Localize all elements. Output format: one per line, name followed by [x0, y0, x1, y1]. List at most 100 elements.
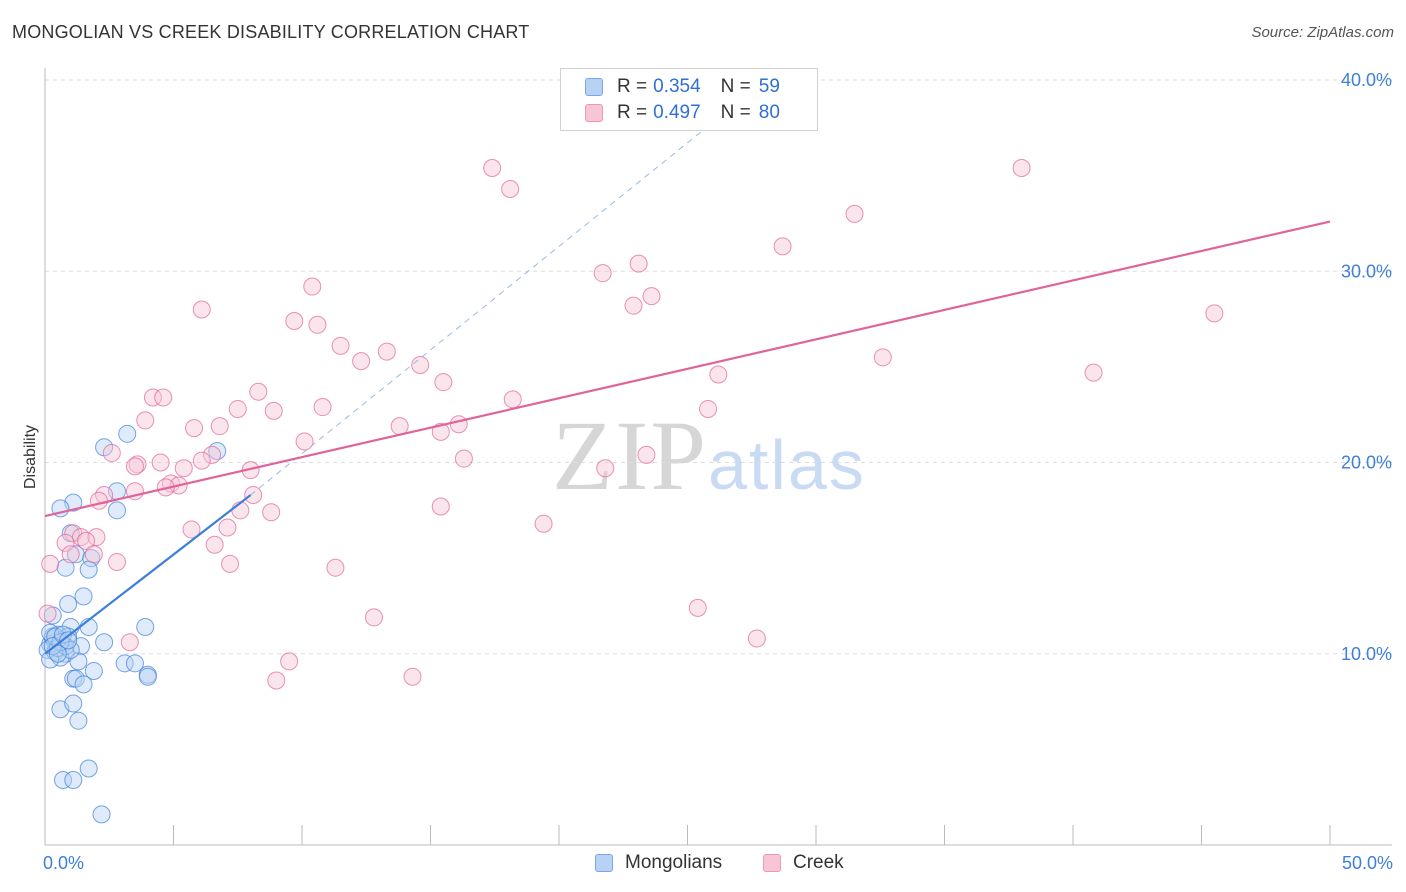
y-tick-label: 30.0%: [1341, 261, 1392, 281]
scatter-point: [231, 501, 250, 520]
legend-r-label: R =: [617, 76, 648, 97]
scatter-point: [84, 661, 103, 680]
series-creek: [38, 158, 1224, 690]
bottom-legend-swatch-blue: [595, 854, 613, 872]
legend-swatch-pink: [585, 104, 603, 122]
scatter-point: [262, 503, 281, 522]
scatter-point: [431, 497, 450, 516]
y-tick-label: 20.0%: [1341, 453, 1392, 473]
legend-n-label: N =: [720, 102, 751, 123]
scatter-point: [285, 311, 304, 330]
scatter-point: [483, 158, 502, 177]
series-mongolians: [38, 424, 227, 824]
scatter-point: [1205, 304, 1224, 323]
scatter-point: [74, 675, 93, 694]
scatter-point: [66, 545, 85, 564]
scatter-point: [534, 514, 553, 533]
scatter-point: [637, 445, 656, 464]
legend-n-label: N =: [720, 76, 751, 97]
scatter-point: [454, 449, 473, 468]
scatter-point: [84, 545, 103, 564]
scatter-point: [115, 654, 134, 673]
scatter-point: [120, 633, 139, 652]
scatter-point: [244, 486, 263, 505]
scatter-point: [79, 560, 98, 579]
scatter-point: [77, 531, 96, 550]
legend-row-creek: R = 0.497 N = 80: [585, 100, 780, 126]
scatter-point: [205, 535, 224, 554]
scatter-point: [154, 388, 173, 407]
scatter-point: [449, 415, 468, 434]
scatter-point: [431, 422, 450, 441]
scatter-point: [1084, 363, 1103, 382]
scatter-point: [192, 451, 211, 470]
scatter-point: [95, 633, 114, 652]
scatter-point: [295, 432, 314, 451]
scatter-point: [174, 459, 193, 478]
scatter-point: [364, 608, 383, 627]
scatter-point: [59, 631, 78, 650]
scatter-point: [56, 533, 75, 552]
scatter-point: [41, 554, 60, 573]
bottom-legend-creek[interactable]: Creek: [763, 852, 844, 874]
y-tick-label: 10.0%: [1341, 644, 1392, 664]
scatter-point: [773, 237, 792, 256]
trend-line-creek: [44, 220, 1331, 518]
bottom-legend-mongolians[interactable]: Mongolians: [595, 852, 722, 874]
scatter-point: [308, 315, 327, 334]
scatter-point: [87, 528, 106, 547]
scatter-point: [377, 342, 396, 361]
legend-r-label: R =: [617, 102, 648, 123]
scatter-point: [102, 443, 121, 462]
scatter-point: [136, 411, 155, 430]
scatter-point: [107, 552, 126, 571]
scatter-point: [38, 604, 57, 623]
scatter-point: [79, 759, 98, 778]
scatter-point: [709, 365, 728, 384]
trend-extension-mongolians: [250, 121, 714, 496]
legend-n-value: 59: [758, 76, 780, 97]
scatter-point: [503, 390, 522, 409]
watermark: ZIPatlas: [552, 398, 866, 513]
legend-swatch-blue: [585, 78, 603, 96]
scatter-point: [56, 558, 75, 577]
scatter-point: [228, 399, 247, 418]
scatter-point: [151, 453, 170, 472]
scatter-point: [125, 457, 144, 476]
scatter-point: [873, 348, 892, 367]
scatter-point: [280, 652, 299, 671]
scatter-point: [688, 598, 707, 617]
scatter-point: [390, 417, 409, 436]
scatter-point: [203, 445, 222, 464]
watermark-zip: ZIP: [552, 400, 708, 511]
scatter-point: [501, 180, 520, 199]
scatter-point: [845, 204, 864, 223]
legend: R = 0.354 N = 59 R = 0.497 N = 80: [560, 68, 818, 131]
legend-r-value: 0.497: [653, 102, 701, 123]
scatter-point: [313, 398, 332, 417]
scatter-point: [411, 355, 430, 374]
legend-n-value: 80: [758, 102, 780, 123]
scatter-point: [326, 558, 345, 577]
x-tick-label: 50.0%: [1342, 853, 1393, 873]
bottom-legend-label: Creek: [793, 852, 844, 873]
legend-r-value: 0.354: [653, 76, 701, 97]
scatter-point: [642, 287, 661, 306]
bottom-legend-swatch-pink: [763, 854, 781, 872]
scatter-point: [143, 388, 162, 407]
scatter-point: [182, 520, 201, 539]
scatter-point: [64, 694, 83, 713]
scatter-point: [53, 770, 72, 789]
scatter-point: [221, 554, 240, 573]
scatter-point: [107, 501, 126, 520]
scatter-point: [92, 805, 111, 824]
scatter-point: [249, 382, 268, 401]
scatter-point: [218, 518, 237, 537]
chart-title: MONGOLIAN VS CREEK DISABILITY CORRELATIO…: [12, 22, 530, 42]
y-tick-label: 40.0%: [1341, 70, 1392, 90]
scatter-point: [596, 459, 615, 478]
scatter-point: [267, 671, 286, 690]
scatter-point: [434, 373, 453, 392]
scatter-point: [138, 667, 157, 686]
